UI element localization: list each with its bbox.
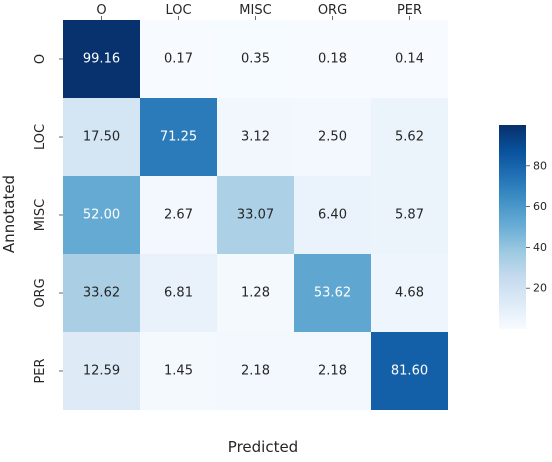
colorbar (499, 125, 526, 329)
cell-value-label: 81.60 (391, 364, 428, 379)
heatmap-cell-org-o (63, 254, 140, 332)
cell-value-label: 33.62 (83, 286, 120, 301)
heatmap-cell-o-org (294, 20, 371, 98)
heatmap-cell-loc-misc (217, 98, 294, 176)
cell-value-label: 2.18 (241, 364, 270, 379)
heatmap-cell-per-org (294, 332, 371, 410)
colorbar-ticks: 20 40 60 80 (526, 159, 547, 295)
heatmap-cell-o-loc (140, 20, 217, 98)
heatmap-cell-org-per (371, 254, 448, 332)
y-tick-label: PER (33, 358, 48, 383)
cell-value-label: 53.62 (314, 286, 351, 301)
heatmap-cell-misc-per (371, 176, 448, 254)
y-tick-label: LOC (33, 124, 48, 150)
heatmap-cell-o-o (63, 20, 140, 98)
cell-value-label: 0.14 (395, 52, 424, 67)
y-tick-labels: O LOC MISC ORG PER (33, 54, 63, 384)
cell-value-label: 71.25 (160, 130, 197, 145)
x-tick-label: O (96, 3, 106, 18)
y-axis-label: Annotated (0, 175, 18, 253)
cell-value-label: 52.00 (83, 208, 120, 223)
colorbar-tick-label: 80 (533, 159, 547, 172)
heatmap-cell-org-misc (217, 254, 294, 332)
heatmap-cell-loc-per (371, 98, 448, 176)
heatmap-cell-per-o (63, 332, 140, 410)
cell-value-label: 99.16 (83, 52, 120, 67)
heatmap-cell-misc-o (63, 176, 140, 254)
cell-value-label: 2.18 (318, 364, 347, 379)
heatmap-cell-o-per (371, 20, 448, 98)
cell-value-label: 1.45 (164, 364, 193, 379)
heatmap-cell-per-loc (140, 332, 217, 410)
cell-value-label: 4.68 (395, 286, 424, 301)
heatmap-cell-org-org (294, 254, 371, 332)
cell-value-label: 2.67 (164, 208, 193, 223)
cell-value-label: 0.17 (164, 52, 193, 67)
heatmap-cell-o-misc (217, 20, 294, 98)
y-tick-label: O (33, 54, 48, 64)
heatmap-cell-loc-loc (140, 98, 217, 176)
heatmap-cell-misc-loc (140, 176, 217, 254)
cell-value-label: 33.07 (237, 208, 274, 223)
colorbar-tick-label: 20 (533, 282, 547, 295)
cell-value-label: 17.50 (83, 130, 120, 145)
cell-value-label: 6.40 (318, 208, 347, 223)
cell-value-label: 5.62 (395, 130, 424, 145)
x-axis-label: Predicted (228, 438, 298, 456)
cell-value-label: 5.87 (395, 208, 424, 223)
cell-value-label: 12.59 (83, 364, 120, 379)
cell-value-label: 0.18 (318, 52, 347, 67)
cell-value-label: 3.12 (241, 130, 270, 145)
heatmap-cell-per-misc (217, 332, 294, 410)
heatmap-cell-misc-misc (217, 176, 294, 254)
x-tick-labels: O LOC MISC ORG PER (96, 3, 422, 20)
heatmap-cell-loc-o (63, 98, 140, 176)
heatmap-cell-per-per (371, 332, 448, 410)
cell-value-label: 2.50 (318, 130, 347, 145)
heatmap-cell-org-loc (140, 254, 217, 332)
heatmap-cells: 99.16 0.17 0.35 0.18 0.14 17.50 71.25 3.12 2.50 5… (63, 20, 448, 410)
cell-value-label: 6.81 (164, 286, 193, 301)
x-tick-label: MISC (239, 3, 271, 18)
x-tick-label: ORG (318, 3, 347, 18)
y-tick-label: ORG (33, 278, 48, 307)
x-tick-label: LOC (165, 3, 191, 18)
heatmap-cell-misc-org (294, 176, 371, 254)
heatmap-cell-loc-org (294, 98, 371, 176)
cell-value-label: 1.28 (241, 286, 270, 301)
cell-value-label: 0.35 (241, 52, 270, 67)
colorbar-tick-label: 60 (533, 200, 547, 213)
colorbar-tick-label: 40 (533, 241, 547, 254)
x-tick-label: PER (397, 3, 422, 18)
y-tick-label: MISC (33, 199, 48, 231)
